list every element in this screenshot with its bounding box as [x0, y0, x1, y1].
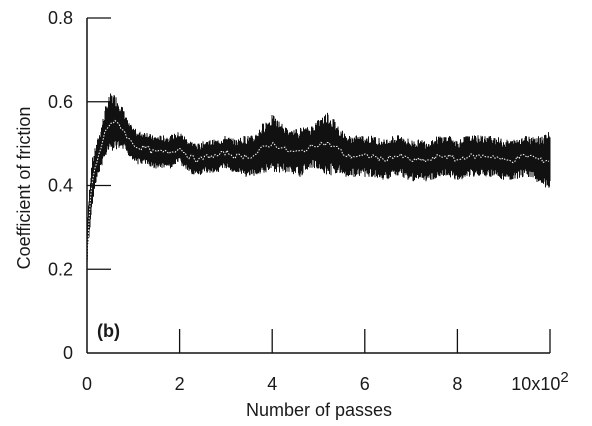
axes: [86, 18, 550, 354]
x-tick-label: 10x102: [511, 369, 568, 394]
x-tick-exponent: 2: [560, 369, 568, 386]
panel-label: (b): [97, 321, 120, 341]
series-friction-mean: [86, 119, 550, 268]
y-tick-label: 0.6: [48, 92, 73, 112]
x-tick-label: 8: [452, 374, 462, 394]
x-axis-title: Number of passes: [246, 400, 392, 420]
y-ticks: 0 0.2 0.4 0.6 0.8: [48, 8, 111, 363]
y-tick-label: 0.4: [48, 176, 73, 196]
x-tick-label: 6: [360, 374, 370, 394]
y-tick-label: 0: [63, 343, 73, 363]
y-tick-label: 0.2: [48, 259, 73, 279]
plot-area: [86, 93, 551, 276]
series-friction-band: [86, 93, 551, 276]
y-axis-title: Coefficient of friction: [14, 107, 34, 270]
x-tick-label: 0: [82, 374, 92, 394]
y-tick-label: 0.8: [48, 8, 73, 28]
x-ticks: 0 2 4 6 8 10x102: [82, 329, 569, 394]
x-tick-label: 4: [267, 374, 277, 394]
x-tick-label: 2: [175, 374, 185, 394]
